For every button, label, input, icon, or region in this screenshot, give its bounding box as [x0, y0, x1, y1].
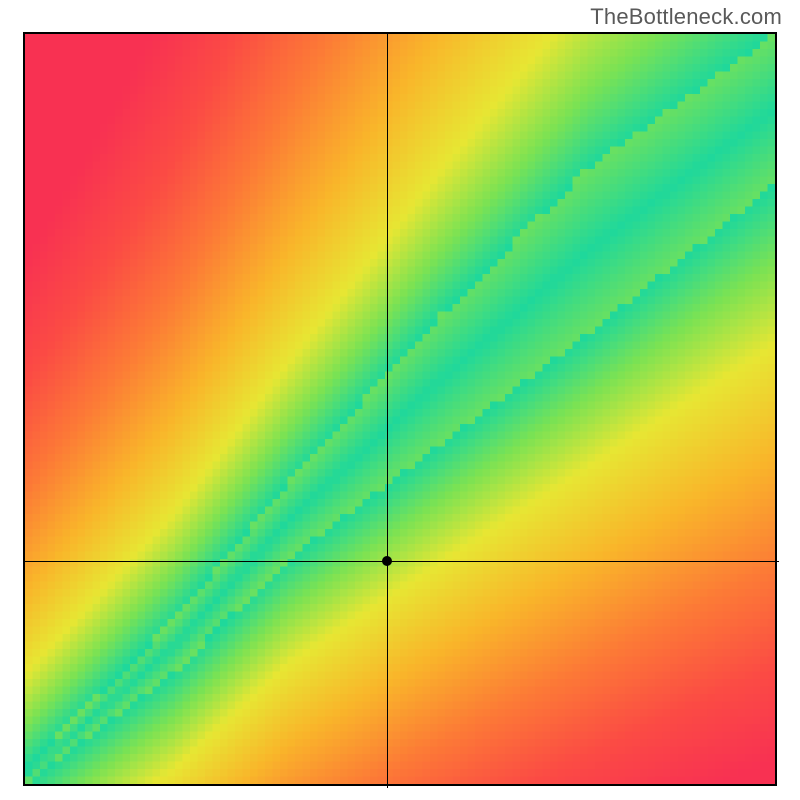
crosshair-horizontal	[25, 561, 779, 562]
chart-frame	[23, 32, 777, 786]
heatmap-canvas	[25, 34, 775, 784]
crosshair-vertical	[387, 34, 388, 788]
chart-container: TheBottleneck.com	[0, 0, 800, 800]
data-point-marker	[382, 556, 392, 566]
watermark-text: TheBottleneck.com	[590, 4, 782, 30]
